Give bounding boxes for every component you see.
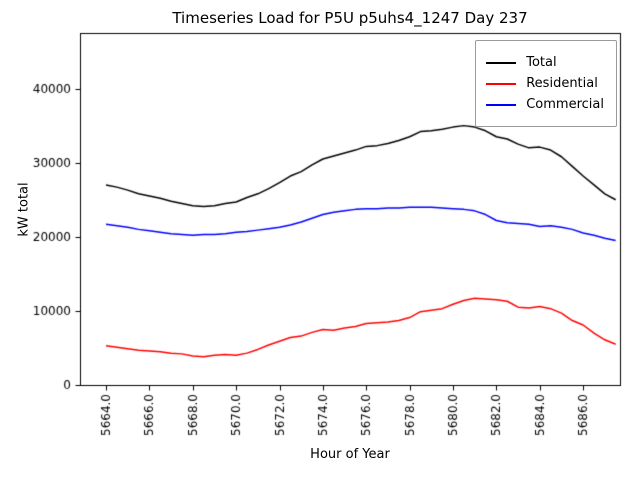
legend-item: Total xyxy=(486,55,604,70)
chart-title: Timeseries Load for P5U p5uhs4_1247 Day … xyxy=(172,9,528,27)
legend-label-commercial: Commercial xyxy=(526,97,604,112)
legend-label-residential: Residential xyxy=(526,76,598,91)
legend-line-commercial xyxy=(486,103,517,106)
legend-line-total xyxy=(486,61,517,64)
x-axis-label: Hour of Year xyxy=(310,447,390,462)
legend-item: Commercial xyxy=(486,97,604,112)
legend: Total Residential Commercial xyxy=(475,40,617,127)
legend-line-residential xyxy=(486,82,517,85)
legend-item: Residential xyxy=(486,76,604,91)
y-axis-label: kW total xyxy=(16,182,32,237)
legend-label-total: Total xyxy=(526,55,557,70)
